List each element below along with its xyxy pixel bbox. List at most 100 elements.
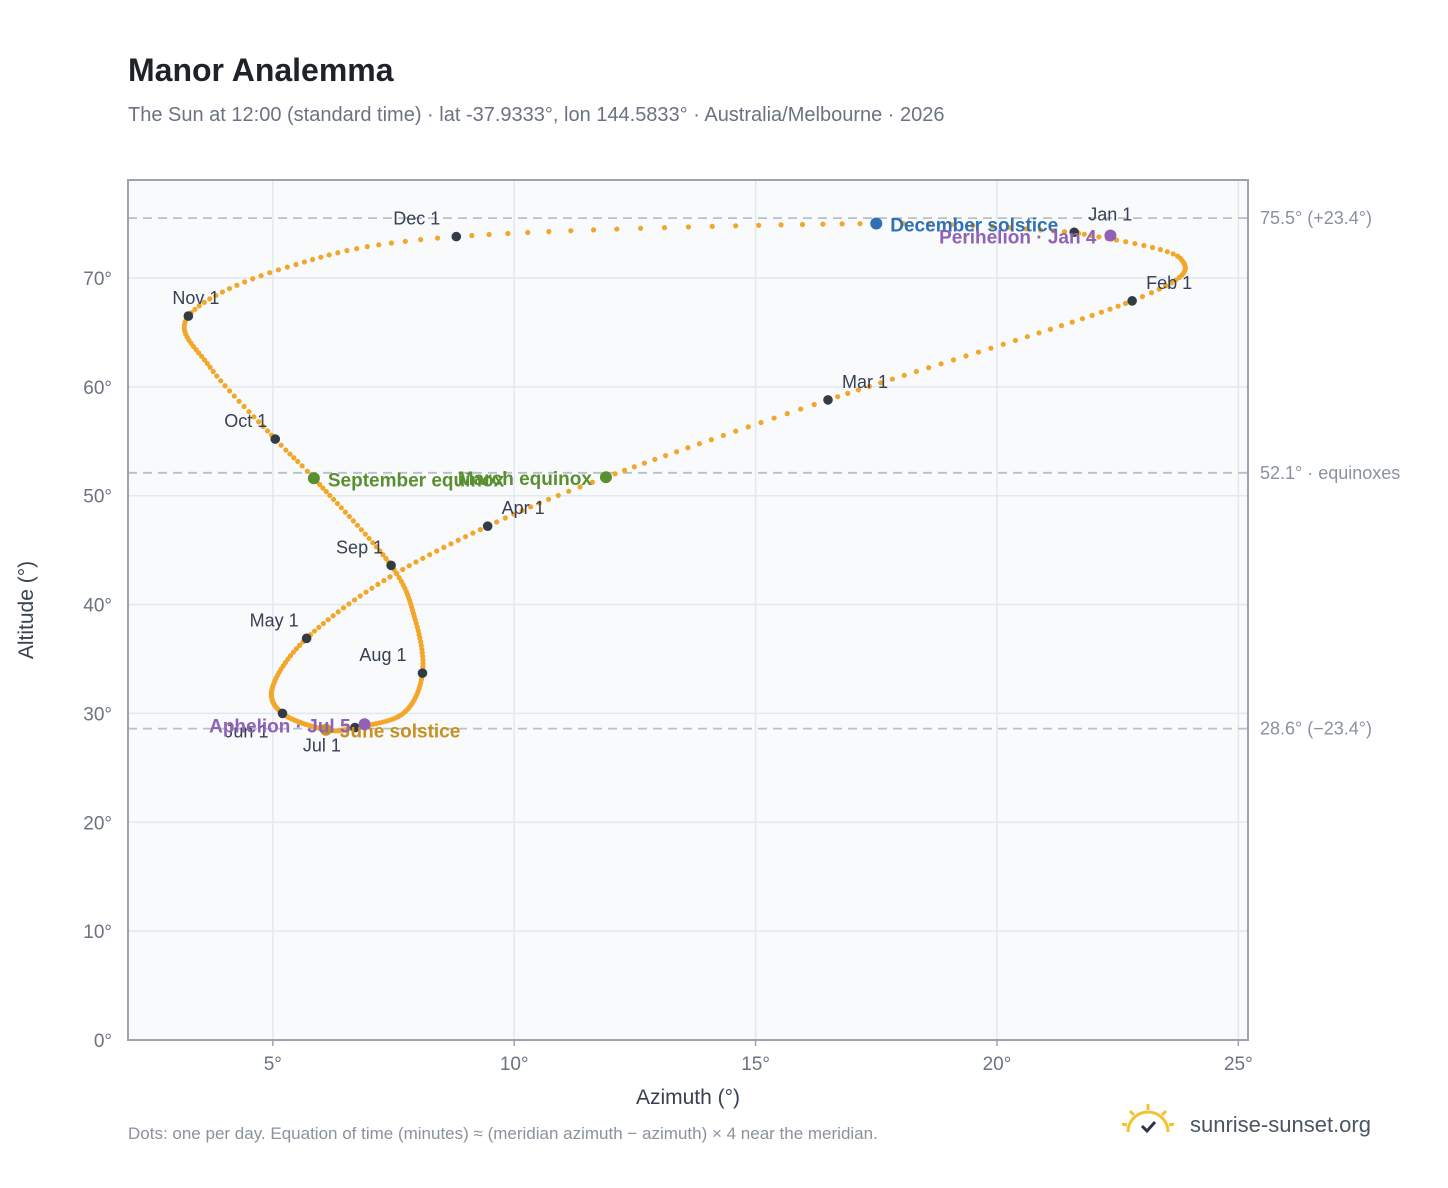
daily-sun-dot xyxy=(192,306,198,312)
daily-sun-dot xyxy=(1007,225,1013,231)
daily-sun-dot xyxy=(267,270,273,276)
daily-sun-dot xyxy=(396,575,402,581)
daily-sun-dot xyxy=(383,555,389,562)
daily-sun-dot xyxy=(988,345,994,351)
x-tick-label: 25° xyxy=(1224,1054,1253,1075)
y-tick-label: 20° xyxy=(83,813,112,834)
daily-sun-dot xyxy=(299,463,305,469)
daily-sun-dot xyxy=(926,365,932,371)
daily-sun-dot xyxy=(866,383,872,389)
daily-sun-dot xyxy=(889,376,895,382)
daily-sun-dot xyxy=(1081,231,1087,237)
daily-sun-dot xyxy=(1023,226,1029,232)
daily-sun-dot xyxy=(784,411,790,417)
daily-sun-dot xyxy=(631,464,637,470)
chart-title: Manor Analemma xyxy=(128,52,394,88)
x-tick-label: 10° xyxy=(500,1054,529,1075)
daily-sun-dot xyxy=(323,489,329,495)
daily-sun-dot xyxy=(375,581,381,587)
daily-sun-dot xyxy=(283,447,289,453)
daily-sun-dot xyxy=(1170,251,1176,257)
daily-sun-dot xyxy=(210,368,216,375)
event-marker-dot xyxy=(870,217,883,230)
daily-sun-dot xyxy=(207,364,213,370)
reference-line-label: 28.6° (−23.4°) xyxy=(1260,719,1372,739)
daily-sun-dot xyxy=(612,471,618,477)
daily-sun-dot xyxy=(661,225,668,231)
daily-sun-dot xyxy=(335,609,341,615)
daily-sun-dot xyxy=(344,248,350,254)
month-marker-label: May 1 xyxy=(250,610,299,630)
daily-sun-dot xyxy=(448,541,454,547)
daily-sun-dot xyxy=(462,534,469,540)
daily-sun-dot xyxy=(340,605,347,611)
daily-sun-dot xyxy=(1096,234,1102,240)
chart-subtitle: The Sun at 12:00 (standard time) · lat -… xyxy=(128,104,945,126)
month-marker-dot xyxy=(1127,296,1137,306)
daily-sun-dot xyxy=(316,624,322,630)
daily-sun-dot xyxy=(388,240,394,246)
daily-sun-dot xyxy=(855,387,861,393)
daily-sun-dot xyxy=(470,530,476,536)
month-marker-label: Sep 1 xyxy=(336,537,383,557)
daily-sun-dot xyxy=(207,296,213,302)
daily-sun-dot xyxy=(652,456,658,463)
daily-sun-dot xyxy=(1012,337,1018,344)
daily-sun-dot xyxy=(641,460,648,466)
daily-sun-dot xyxy=(346,513,352,520)
daily-sun-dot xyxy=(878,380,884,386)
daily-sun-dot xyxy=(845,390,851,396)
month-marker-dot xyxy=(417,668,428,678)
daily-sun-dot xyxy=(1037,227,1044,233)
daily-sun-dot xyxy=(1061,229,1068,235)
daily-sun-dot xyxy=(434,548,440,554)
daily-sun-dot xyxy=(377,548,383,554)
event-marker-dot xyxy=(599,471,612,484)
month-marker-label: Mar 1 xyxy=(842,372,888,392)
daily-sun-dot xyxy=(287,451,293,457)
daily-sun-dot xyxy=(222,383,228,389)
daily-sun-dot xyxy=(246,409,252,415)
daily-sun-dot xyxy=(354,246,360,252)
daily-sun-dot xyxy=(720,432,726,439)
month-marker-label: Aug 1 xyxy=(359,645,406,665)
daily-sun-dot xyxy=(236,398,242,404)
daily-sun-dot xyxy=(502,515,508,521)
daily-sun-dot xyxy=(434,235,441,241)
daily-sun-dot xyxy=(1024,334,1030,340)
daily-sun-dot xyxy=(1050,228,1056,234)
daily-sun-dot xyxy=(733,223,739,229)
daily-sun-dot xyxy=(1036,330,1042,336)
daily-sun-dot xyxy=(900,220,906,227)
daily-sun-dot xyxy=(291,455,297,461)
daily-sun-dot xyxy=(318,254,324,260)
daily-sun-dot xyxy=(330,496,337,503)
daily-sun-dot xyxy=(511,511,517,517)
brand-logo[interactable]: sunrise-sunset.org xyxy=(1120,1102,1420,1148)
daily-sun-dot xyxy=(708,437,714,443)
daily-sun-dot xyxy=(338,505,344,511)
daily-sun-dot xyxy=(662,453,669,459)
y-tick-label: 30° xyxy=(83,704,112,725)
daily-sun-dot xyxy=(297,642,303,648)
event-marker-label: March equinox xyxy=(458,469,593,490)
daily-sun-dot xyxy=(1139,293,1146,300)
daily-sun-dot xyxy=(674,449,680,455)
event-marker-dot xyxy=(307,472,320,485)
daily-sun-dot xyxy=(1123,239,1129,245)
daily-sun-dot xyxy=(330,613,336,619)
event-marker-label: December solstice xyxy=(890,216,1058,237)
daily-sun-dot xyxy=(290,649,296,655)
daily-sun-dot xyxy=(301,259,307,265)
daily-sun-dot xyxy=(231,393,237,399)
daily-sun-dot xyxy=(745,424,751,430)
daily-sun-dot xyxy=(1122,300,1129,307)
daily-sun-dot xyxy=(835,394,841,400)
daily-sun-dot xyxy=(949,221,955,228)
daily-sun-dot xyxy=(455,537,461,543)
daily-sun-dot xyxy=(366,535,372,542)
month-marker-dot xyxy=(386,560,396,571)
daily-sun-dot xyxy=(577,484,583,490)
daily-sun-dot xyxy=(477,527,483,533)
